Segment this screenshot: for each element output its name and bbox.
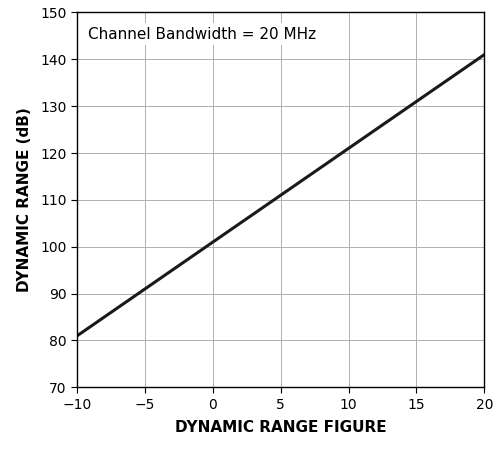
Text: Channel Bandwidth = 20 MHz: Channel Bandwidth = 20 MHz xyxy=(88,27,316,41)
Y-axis label: DYNAMIC RANGE (dB): DYNAMIC RANGE (dB) xyxy=(17,107,32,292)
X-axis label: DYNAMIC RANGE FIGURE: DYNAMIC RANGE FIGURE xyxy=(175,420,386,435)
